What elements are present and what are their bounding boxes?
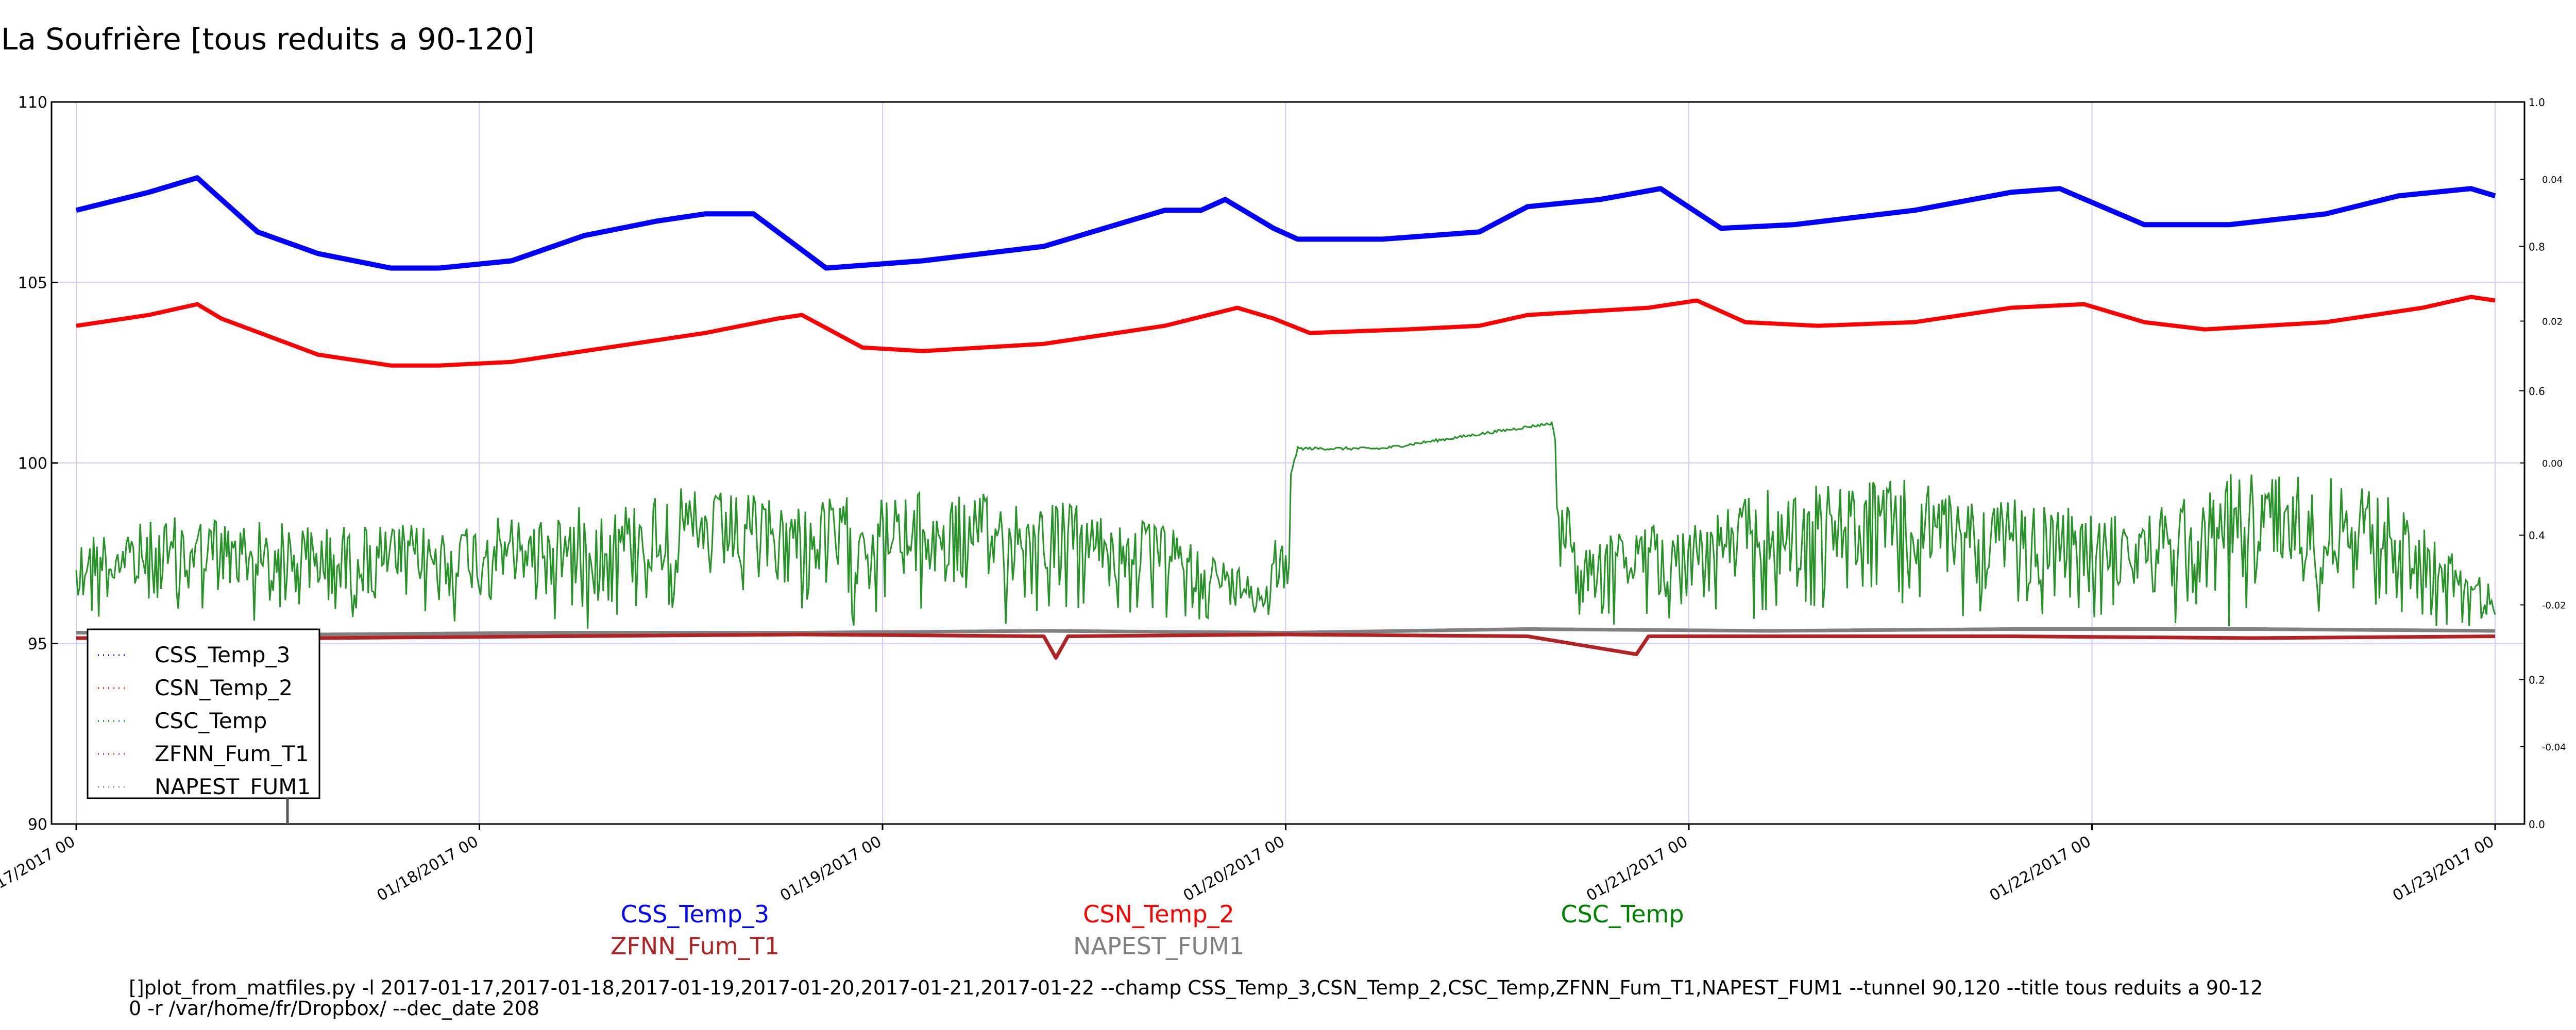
y-tick-label: 90 (28, 816, 47, 834)
right-tick-label: 0.2 (2529, 674, 2545, 686)
label-napest-fum1: NAPEST_FUM1 (1073, 932, 1245, 960)
right-inner-tick-label: 0.02 (2542, 317, 2563, 328)
series-line-csn-temp-2 (76, 295, 2496, 368)
right-tick-label: 0.8 (2529, 241, 2545, 253)
series-line-napest-fum1 (76, 627, 2496, 637)
x-tick-label: 01/19/2017 00 (777, 833, 885, 905)
y-tick-label: 95 (28, 636, 47, 654)
right-tick-label: 1.0 (2529, 96, 2545, 109)
label-zfnn-fum-t1: ZFNN_Fum_T1 (610, 932, 780, 960)
command-line-1: []plot_from_matfiles.py -l 2017-01-17,20… (129, 976, 2263, 999)
legend-label: CSC_Temp (155, 708, 267, 733)
x-tick-label: 01/17/2017 00 (0, 833, 78, 905)
right-inner-tick-label: 0.04 (2542, 175, 2563, 185)
right-inner-tick-label: -0.04 (2542, 742, 2566, 753)
chart-title: La Soufrière [tous reduits a 90-120] (1, 22, 535, 57)
x-tick-label: 01/21/2017 00 (1583, 833, 1691, 905)
series-line-csc-temp (75, 421, 2496, 629)
right-tick-label: 0.6 (2529, 385, 2545, 398)
label-csc-temp: CSC_Temp (1561, 900, 1684, 928)
label-css-temp-3: CSS_Temp_3 (620, 900, 770, 928)
x-tick-label: 01/18/2017 00 (374, 833, 482, 905)
x-tick-label: 01/22/2017 00 (1987, 833, 2094, 905)
legend-label: NAPEST_FUM1 (155, 774, 311, 799)
y-tick-label: 110 (18, 94, 47, 112)
x-axis-ticks: 01/17/2017 00 01/18/2017 00 01/19/2017 00 0… (0, 824, 2497, 905)
x-tick-label: 01/23/2017 00 (2389, 833, 2497, 905)
right-inner-tick-label: -0.02 (2542, 600, 2566, 611)
legend: CSS_Temp_3 CSN_Temp_2 CSC_Temp ZFNN_Fum_T1 N… (87, 628, 320, 824)
right-tick-label: 0.4 (2529, 529, 2545, 542)
right-inner-tick-label: 0.00 (2542, 458, 2563, 469)
series-layer (75, 175, 2496, 660)
right-axis-ticks: 0.0 0.2 0.4 0.6 0.8 1.0 -0.04 -0.02 0.00 0.02 0.04 (2519, 96, 2566, 831)
legend-label: ZFNN_Fum_T1 (155, 741, 309, 766)
grid-lines (52, 101, 2524, 825)
legend-label: CSN_Temp_2 (155, 675, 293, 700)
legend-box (87, 628, 320, 799)
command-line-2: 0 -r /var/home/fr/Dropbox/ --dec_date 20… (129, 997, 540, 1020)
y-axis-ticks: 90 95 100 105 110 (18, 94, 58, 834)
x-tick-label: 01/20/2017 00 (1180, 833, 1288, 905)
series-line-zfnn-fum-t1 (76, 632, 2496, 660)
legend-label: CSS_Temp_3 (155, 642, 290, 667)
label-csn-temp-2: CSN_Temp_2 (1083, 900, 1234, 928)
right-tick-label: 0.0 (2529, 818, 2545, 831)
y-tick-label: 100 (18, 455, 47, 473)
series-line-css-temp-3 (75, 175, 2496, 271)
y-tick-label: 105 (18, 274, 47, 293)
